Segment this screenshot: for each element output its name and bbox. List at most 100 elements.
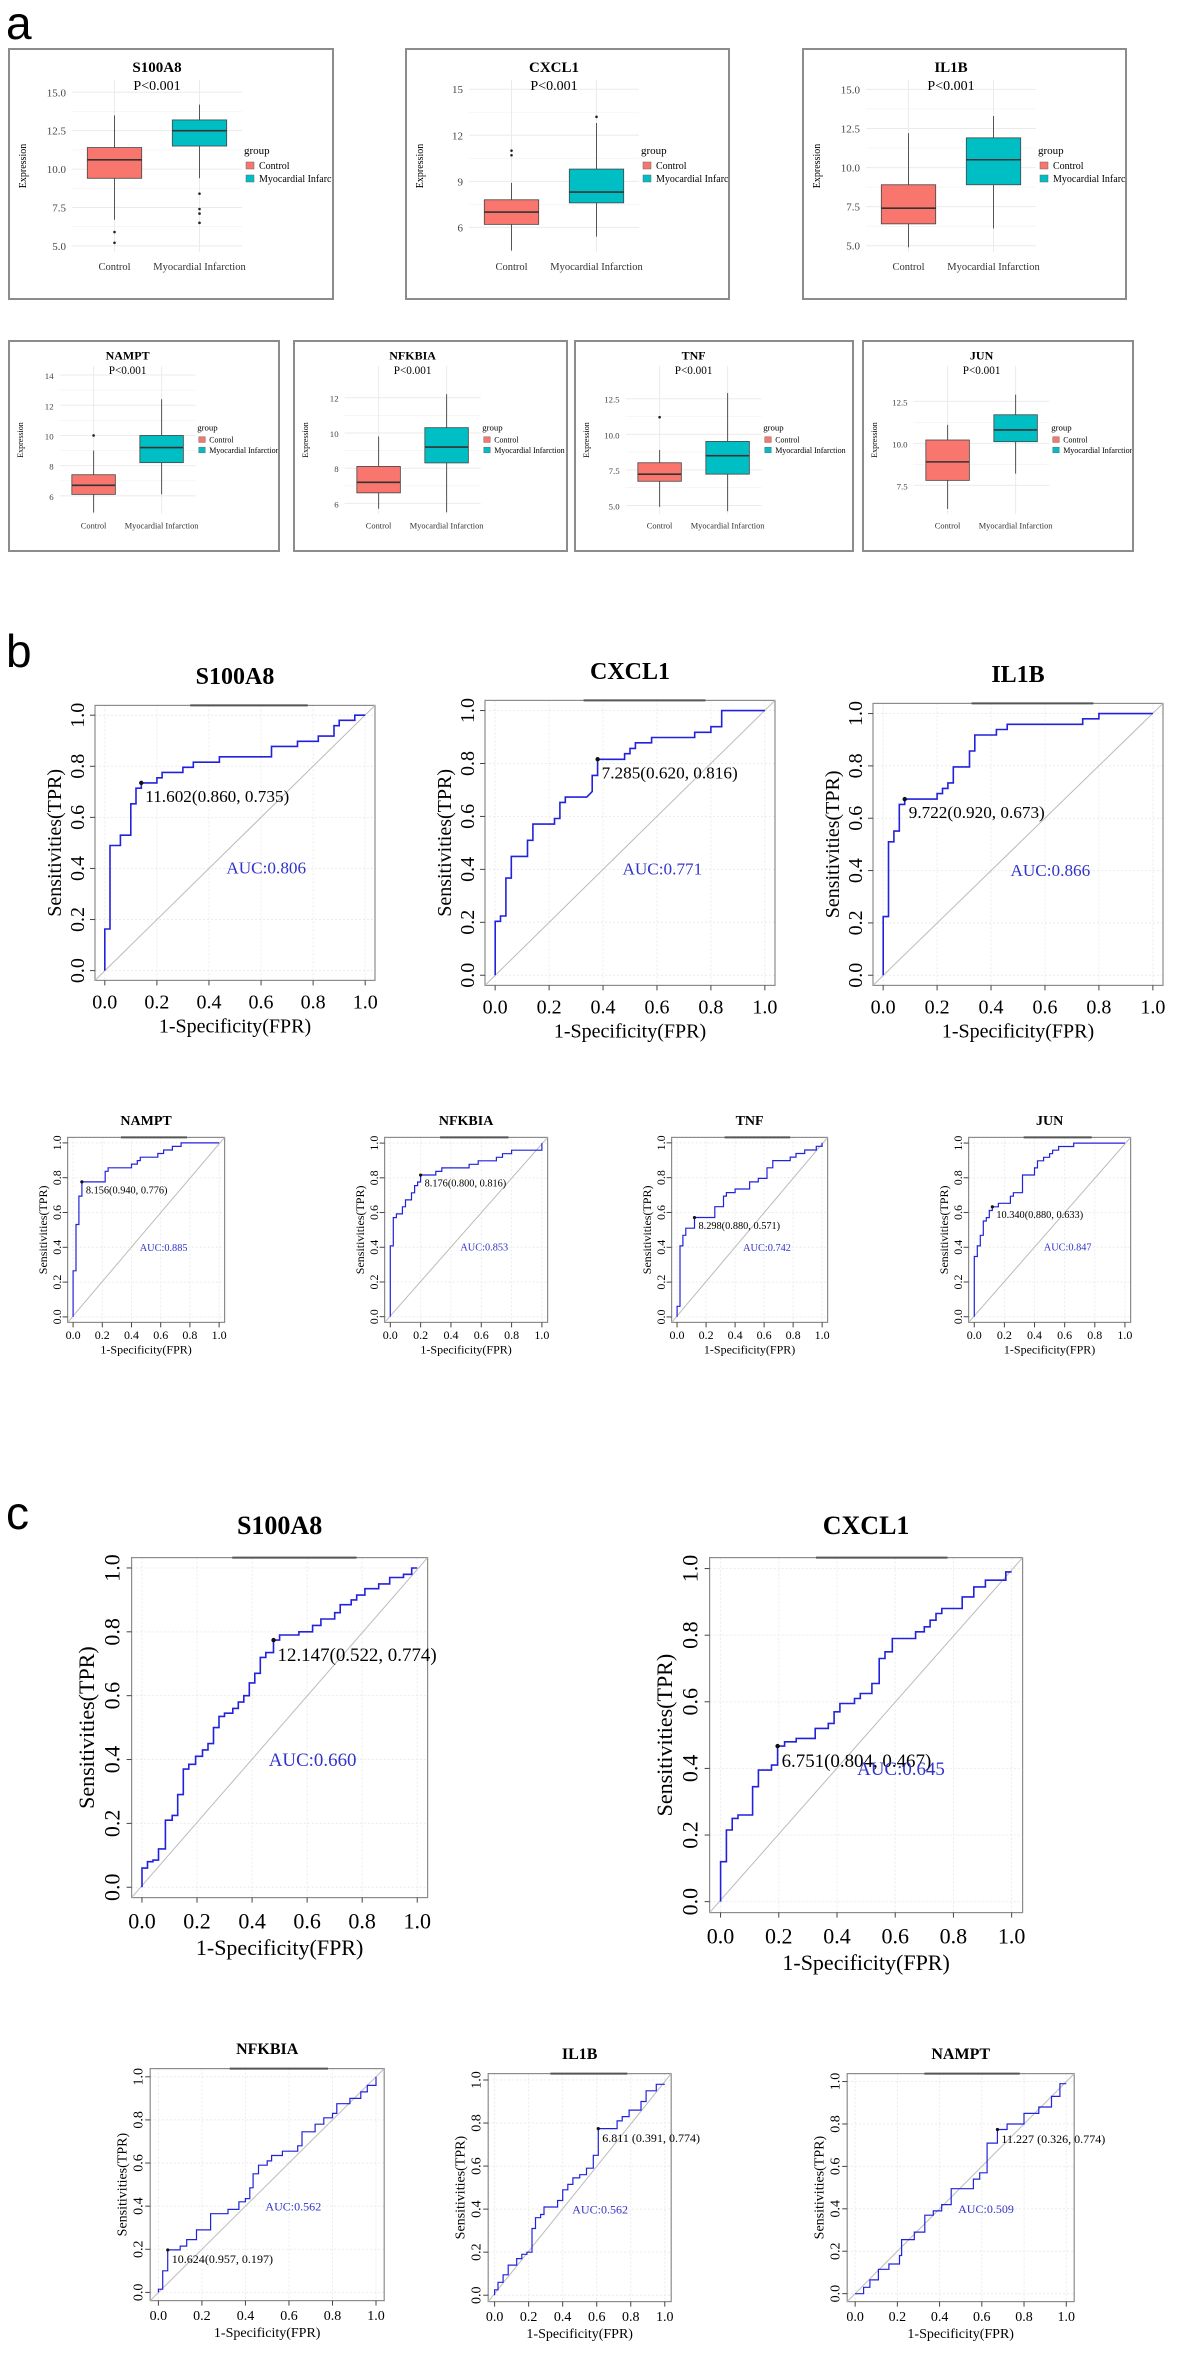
chart-title: NAMPT xyxy=(931,2047,990,2064)
x-tick-label: 0.8 xyxy=(301,991,326,1013)
legend-entry: Control xyxy=(494,435,519,444)
y-tick-label: 0.4 xyxy=(131,2198,146,2216)
legend-entry: Myocardial Infarction xyxy=(775,446,845,455)
chart-title: IL1B xyxy=(934,60,967,76)
box-mi xyxy=(568,168,625,204)
boxplot-jun: 7.5 10.0 12.5 JUN P<0.001 Expression Control My… xyxy=(862,340,1134,552)
y-tick-label: 10 xyxy=(45,431,54,441)
auc-label: AUC:0.509 xyxy=(958,2202,1014,2216)
roc-chart-c-il1b: 6.811 (0.391, 0.774) AUC:0.562 0.0 0.2 0.4 0.… xyxy=(449,2032,700,2349)
boxplot-nampt: 6 8 10 12 14 NAMPT P<0.001 Expression Control Myo… xyxy=(8,340,280,552)
x-axis-label: 1-Specificity(FPR) xyxy=(196,1935,363,1960)
y-tick-label: 12 xyxy=(452,130,463,142)
x-tick-label: 0.8 xyxy=(1088,1328,1103,1342)
legend-entry: Myocardial Infarction xyxy=(494,446,564,455)
x-tick-label: 0.8 xyxy=(1015,2311,1032,2326)
legend-swatch xyxy=(1052,446,1060,454)
x-tick-label: 0.0 xyxy=(66,1328,81,1342)
x-axis-label: 1-Specificity(FPR) xyxy=(907,2327,1014,2342)
y-tick-label: 7.5 xyxy=(52,202,66,214)
x-tick-label: 1.0 xyxy=(1057,2311,1075,2326)
outlier-point xyxy=(198,192,201,195)
y-tick-label: 7.5 xyxy=(846,202,860,214)
y-tick-label: 8 xyxy=(49,462,54,472)
x-tick-label: 0.2 xyxy=(699,1328,714,1342)
roc-chart-b-il1b: 9.722(0.920, 0.673) AUC:0.866 0.0 0.2 0.4 0.6… xyxy=(817,641,1183,1053)
roc-svg: 6.811 (0.391, 0.774) AUC:0.562 0.0 0.2 0.4 0.… xyxy=(453,2047,700,2343)
chart-title: CXCL1 xyxy=(823,1512,910,1541)
boxplot-il1b: 5.0 7.5 10.0 12.5 15.0 IL1B P<0.001 Expression C… xyxy=(802,48,1141,300)
legend-title: group xyxy=(197,422,218,432)
auc-label: AUC:0.771 xyxy=(622,859,702,878)
x-tick-label: 0.2 xyxy=(997,1328,1012,1342)
x-tick-label: 0.0 xyxy=(149,2310,167,2325)
chart-title: IL1B xyxy=(991,661,1044,687)
x-tick-label: 0.6 xyxy=(474,1328,489,1342)
y-tick-label: 0.6 xyxy=(951,1205,965,1220)
y-tick-label: 5.0 xyxy=(846,241,860,253)
legend-title: group xyxy=(1051,422,1072,432)
legend-title: group xyxy=(244,145,270,157)
x-tick-label: 1.0 xyxy=(815,1328,830,1342)
legend-entry: Myocardial Infarction xyxy=(1053,174,1125,185)
cutoff-label: 11.602(0.860, 0.735) xyxy=(145,786,289,805)
y-axis-label: Expression xyxy=(812,144,823,188)
x-tick-label: 0.6 xyxy=(249,991,274,1013)
y-tick-label: 7.5 xyxy=(609,466,621,476)
y-tick-label: 6 xyxy=(49,492,54,502)
y-axis-label: Expression xyxy=(582,422,591,458)
x-tick-label: 1.0 xyxy=(353,991,378,1013)
roc-chart-c-nampt: 11.227 (0.326, 0.774) AUC:0.509 0.0 0.2 0.4 0… xyxy=(808,2032,1105,2349)
y-tick-label: 0.0 xyxy=(131,2284,146,2302)
boxplot-nfkbia: 6 8 10 12 NFKBIA P<0.001 Expression Control Myoc… xyxy=(293,340,568,552)
diagonal-reference-line xyxy=(67,1136,226,1323)
chart-title: CXCL1 xyxy=(529,60,579,76)
x-tick-label: 0.4 xyxy=(824,1924,852,1949)
cutoff-label: 10.340(0.880, 0.633) xyxy=(997,1210,1084,1221)
roc-svg: 10.624(0.957, 0.197) AUC:0.562 0.0 0.2 0.4 0.… xyxy=(115,2042,385,2341)
cutoff-label: 12.147(0.522, 0.774) xyxy=(278,1645,437,1666)
outlier-point xyxy=(658,415,661,419)
y-tick-label: 1.0 xyxy=(67,702,89,727)
roc-svg: 11.227 (0.326, 0.774) AUC:0.509 0.0 0.2 0.4 0… xyxy=(812,2047,1105,2343)
cutoff-label: 6.811 (0.391, 0.774) xyxy=(602,2131,700,2145)
legend-swatch xyxy=(642,174,652,183)
y-tick-label: 10.0 xyxy=(892,439,908,449)
y-axis-label: Sensitivities(TPR) xyxy=(44,769,66,917)
y-axis-label: Expression xyxy=(415,144,426,188)
x-tick-label: Myocardial Infarction xyxy=(153,262,246,273)
y-tick-label: 8 xyxy=(334,464,339,474)
y-tick-label: 10.0 xyxy=(47,164,67,176)
x-tick-label: 0.2 xyxy=(144,991,169,1013)
y-tick-label: 6 xyxy=(458,222,464,234)
x-axis-label: 1-Specificity(FPR) xyxy=(942,1020,1094,1042)
y-tick-label: 0.8 xyxy=(469,2115,484,2133)
x-tick-label: 0.4 xyxy=(979,996,1004,1018)
y-tick-label: 0.6 xyxy=(457,804,479,829)
y-tick-label: 0.2 xyxy=(469,2244,484,2262)
y-tick-label: 1.0 xyxy=(50,1135,64,1150)
auc-label: AUC:0.847 xyxy=(1044,1242,1092,1253)
y-tick-label: 0.0 xyxy=(50,1309,64,1324)
y-tick-label: 1.0 xyxy=(457,698,479,723)
y-axis-label: Expression xyxy=(16,422,25,458)
x-tick-label: 0.8 xyxy=(940,1924,968,1949)
y-tick-label: 0.0 xyxy=(457,962,479,987)
legend-swatch xyxy=(483,446,491,454)
y-tick-label: 0.8 xyxy=(131,2112,146,2130)
x-tick-label: 0.6 xyxy=(1058,1328,1073,1342)
x-axis-label: 1-Specificity(FPR) xyxy=(101,1342,192,1356)
y-axis-label: Expression xyxy=(18,144,29,188)
diagonal-reference-line xyxy=(484,699,776,986)
x-tick-label: 1.0 xyxy=(212,1328,227,1342)
x-tick-label: 0.0 xyxy=(129,1909,157,1934)
x-tick-label: 0.4 xyxy=(728,1328,743,1342)
x-tick-label: 0.0 xyxy=(967,1328,982,1342)
x-tick-label: 0.6 xyxy=(882,1924,910,1949)
y-axis-label: Sensitivities(TPR) xyxy=(434,769,456,917)
x-tick-label: 0.4 xyxy=(239,1909,267,1934)
legend-swatch xyxy=(198,446,206,454)
diagonal-reference-line xyxy=(94,704,376,981)
x-tick-label: Control xyxy=(647,521,673,530)
y-tick-label: 0.2 xyxy=(654,1274,668,1289)
